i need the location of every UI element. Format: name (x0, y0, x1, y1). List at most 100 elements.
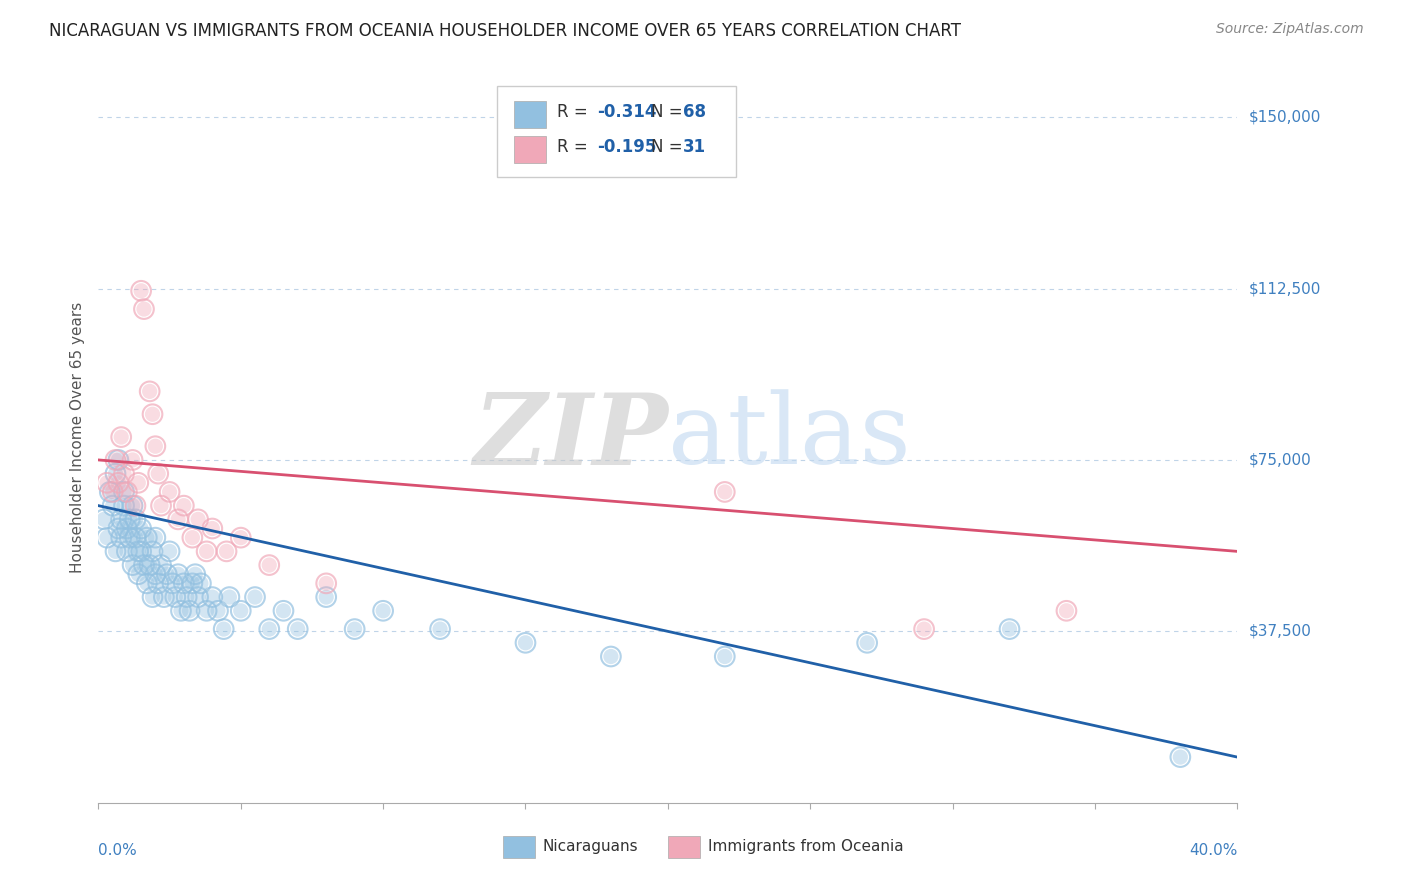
Point (148, 576, 170, 591)
Point (170, 604, 193, 618)
Point (107, 453, 129, 467)
Point (173, 576, 195, 591)
Point (115, 521, 138, 535)
Text: Source: ZipAtlas.com: Source: ZipAtlas.com (1216, 22, 1364, 37)
Point (127, 475, 149, 490)
Point (998, 622, 1021, 636)
Text: 40.0%: 40.0% (1189, 843, 1237, 858)
Bar (503, 836, 534, 858)
Point (96, 531, 118, 545)
Point (129, 544, 152, 558)
Point (148, 467, 170, 481)
Point (181, 576, 204, 591)
Point (1170, 750, 1192, 764)
Bar (515, 136, 546, 163)
Point (159, 544, 181, 558)
Point (229, 531, 252, 545)
Point (287, 622, 309, 636)
Point (141, 407, 163, 421)
Point (141, 544, 163, 558)
Point (187, 590, 209, 604)
Point (104, 467, 127, 481)
Point (1170, 750, 1192, 764)
Point (110, 512, 132, 526)
Point (714, 649, 737, 664)
Point (101, 499, 124, 513)
Point (150, 499, 173, 513)
Point (141, 590, 163, 604)
Point (104, 544, 127, 558)
Point (112, 484, 135, 499)
Point (145, 531, 167, 545)
Point (115, 484, 138, 499)
Text: -0.195: -0.195 (598, 137, 657, 156)
Point (129, 521, 152, 535)
Point (129, 521, 152, 535)
Point (153, 590, 176, 604)
Point (315, 576, 337, 591)
Point (96, 475, 118, 490)
Point (127, 567, 149, 582)
Point (96, 475, 118, 490)
Point (121, 453, 143, 467)
Point (912, 622, 935, 636)
Point (179, 604, 201, 618)
Point (101, 484, 124, 499)
Point (127, 567, 149, 582)
Point (315, 590, 337, 604)
Point (132, 301, 155, 317)
Point (315, 590, 337, 604)
Point (121, 499, 143, 513)
Point (515, 636, 537, 650)
Point (173, 499, 195, 513)
Point (259, 558, 281, 573)
Point (115, 484, 138, 499)
Point (145, 439, 167, 453)
Point (229, 604, 252, 618)
Point (107, 521, 129, 535)
Point (176, 590, 198, 604)
Point (229, 604, 252, 618)
Point (173, 576, 195, 591)
Point (148, 467, 170, 481)
Point (229, 531, 252, 545)
Y-axis label: Householder Income Over 65 years: Householder Income Over 65 years (70, 301, 86, 573)
Point (343, 622, 366, 636)
Point (112, 467, 135, 481)
Point (181, 576, 204, 591)
Point (101, 499, 124, 513)
Point (110, 531, 132, 545)
Point (115, 544, 138, 558)
Point (167, 567, 190, 582)
Point (118, 531, 141, 545)
Point (124, 499, 146, 513)
Text: R =: R = (557, 103, 593, 120)
Point (259, 622, 281, 636)
Point (714, 484, 737, 499)
Point (110, 430, 132, 444)
Point (153, 590, 176, 604)
Point (129, 544, 152, 558)
Point (132, 558, 155, 573)
Point (429, 622, 451, 636)
Point (121, 558, 143, 573)
Point (159, 544, 181, 558)
Point (124, 531, 146, 545)
Point (118, 531, 141, 545)
Point (998, 622, 1021, 636)
Point (93, 512, 115, 526)
Text: $75,000: $75,000 (1249, 452, 1312, 467)
Point (176, 590, 198, 604)
Point (195, 604, 218, 618)
Point (127, 544, 149, 558)
Text: NICARAGUAN VS IMMIGRANTS FROM OCEANIA HOUSEHOLDER INCOME OVER 65 YEARS CORRELATI: NICARAGUAN VS IMMIGRANTS FROM OCEANIA HO… (49, 22, 962, 40)
Point (243, 590, 266, 604)
Point (373, 604, 395, 618)
Point (162, 576, 184, 591)
Text: ZIP: ZIP (472, 389, 668, 485)
Point (167, 567, 190, 582)
Point (187, 512, 209, 526)
Point (107, 453, 129, 467)
Point (201, 590, 224, 604)
Point (107, 475, 129, 490)
